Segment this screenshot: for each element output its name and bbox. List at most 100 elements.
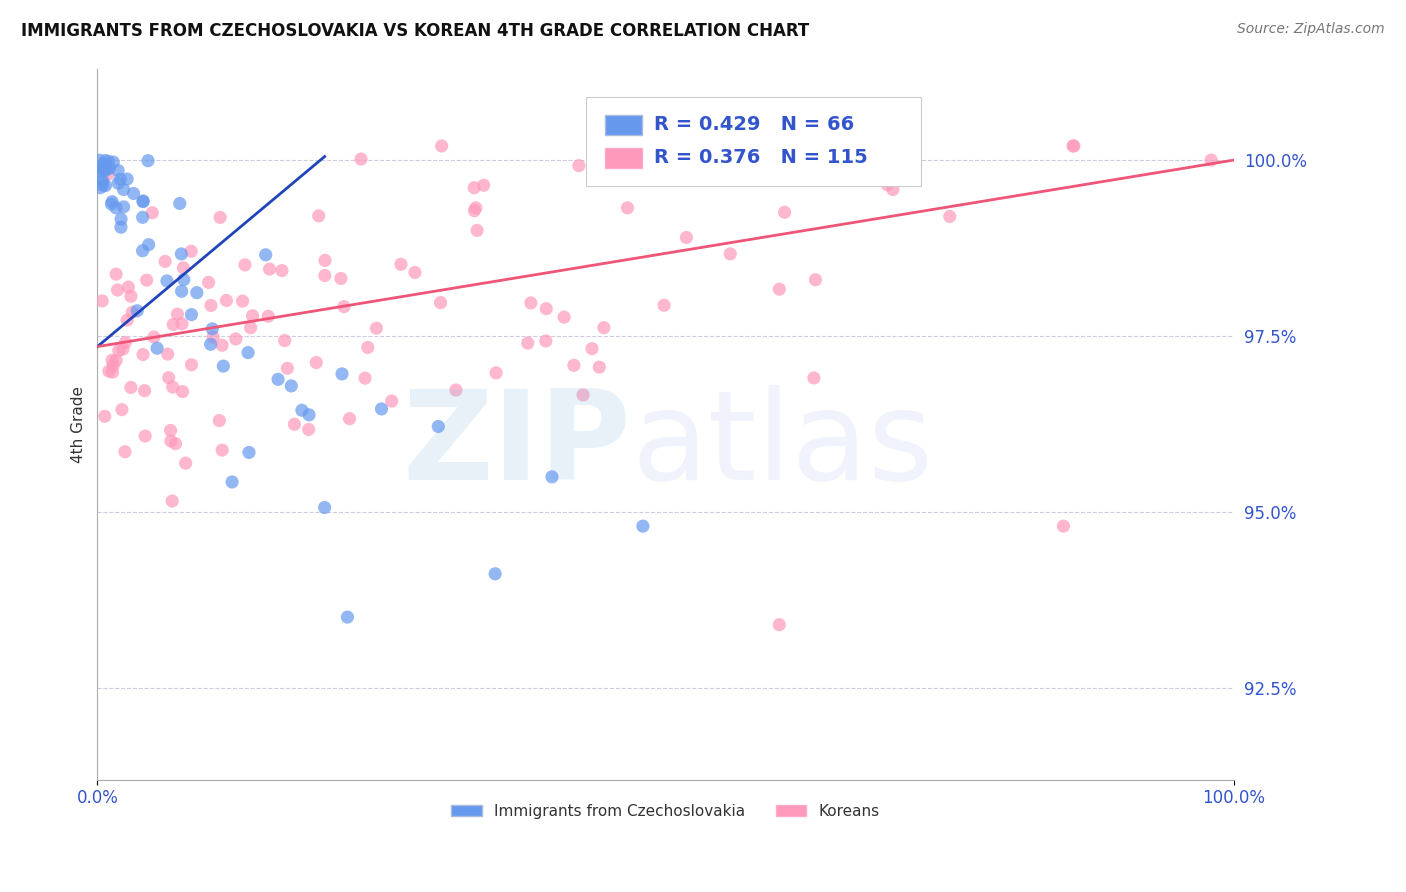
Y-axis label: 4th Grade: 4th Grade — [72, 385, 86, 463]
Point — [553, 310, 575, 325]
Point — [370, 401, 392, 416]
Point — [675, 230, 697, 244]
Point — [271, 263, 294, 277]
Point — [107, 343, 129, 358]
Point — [208, 413, 231, 427]
Point — [153, 254, 176, 268]
Text: ZIP: ZIP — [402, 384, 631, 506]
Point — [146, 341, 169, 355]
Point — [94, 178, 117, 193]
Point — [314, 268, 336, 283]
Point — [186, 285, 208, 300]
Point — [389, 257, 412, 271]
Point — [254, 248, 277, 262]
Point — [211, 338, 233, 352]
Point — [107, 163, 129, 178]
Point — [110, 220, 132, 235]
Point — [97, 364, 120, 378]
Point — [90, 165, 112, 179]
Point — [616, 201, 638, 215]
Legend: Immigrants from Czechoslovakia, Koreans: Immigrants from Czechoslovakia, Koreans — [446, 798, 886, 825]
Point — [114, 444, 136, 458]
Text: IMMIGRANTS FROM CZECHOSLOVAKIA VS KOREAN 4TH GRADE CORRELATION CHART: IMMIGRANTS FROM CZECHOSLOVAKIA VS KOREAN… — [21, 22, 810, 40]
Point — [238, 445, 260, 459]
Point — [159, 424, 181, 438]
Point — [122, 186, 145, 201]
Point — [112, 200, 135, 214]
Point — [94, 409, 117, 424]
Point — [516, 336, 538, 351]
Point — [583, 139, 606, 153]
Point — [336, 610, 359, 624]
Text: Source: ZipAtlas.com: Source: ZipAtlas.com — [1237, 22, 1385, 37]
Point — [103, 359, 125, 373]
Point — [172, 384, 194, 399]
Point — [1063, 139, 1085, 153]
Text: R = 0.429   N = 66: R = 0.429 N = 66 — [654, 115, 855, 134]
Point — [173, 272, 195, 286]
Point — [354, 371, 377, 385]
Point — [156, 274, 179, 288]
Point — [242, 309, 264, 323]
Point — [236, 345, 259, 359]
Point — [534, 334, 557, 348]
Point — [107, 283, 129, 297]
Point — [138, 237, 160, 252]
Point — [174, 456, 197, 470]
Text: R = 0.376   N = 115: R = 0.376 N = 115 — [654, 148, 868, 167]
Point — [91, 161, 114, 176]
Point — [98, 161, 121, 176]
Point — [631, 519, 654, 533]
Point — [202, 330, 225, 344]
Point — [825, 160, 848, 174]
Point — [485, 366, 508, 380]
Point — [132, 194, 155, 208]
Point — [94, 158, 117, 172]
Point — [91, 293, 114, 308]
Point — [211, 443, 233, 458]
Point — [283, 417, 305, 432]
Point — [93, 157, 115, 171]
Point — [581, 342, 603, 356]
Point — [1062, 139, 1084, 153]
Point — [94, 153, 117, 168]
Point — [112, 182, 135, 196]
Point — [314, 253, 336, 268]
Point — [768, 282, 790, 296]
Point — [472, 178, 495, 193]
Bar — [606, 115, 641, 135]
Point — [430, 139, 453, 153]
Point — [827, 170, 849, 185]
Point — [160, 434, 183, 448]
Point — [339, 411, 361, 425]
Point — [110, 212, 132, 227]
Point — [225, 332, 247, 346]
Point — [165, 436, 187, 450]
Point — [134, 429, 156, 443]
Point — [110, 172, 132, 186]
Point — [464, 201, 486, 215]
Point — [465, 223, 488, 237]
Point — [463, 203, 485, 218]
Bar — [606, 148, 641, 168]
Point — [101, 365, 124, 379]
Point — [257, 310, 280, 324]
Point — [127, 303, 149, 318]
Point — [172, 260, 194, 275]
Point — [291, 403, 314, 417]
Point — [280, 379, 302, 393]
Point — [105, 267, 128, 281]
Point — [534, 301, 557, 316]
Text: atlas: atlas — [631, 384, 934, 506]
Point — [444, 383, 467, 397]
Point — [105, 201, 128, 215]
Point — [329, 271, 352, 285]
Point — [115, 172, 138, 186]
Point — [562, 359, 585, 373]
Point — [91, 173, 114, 187]
Point — [170, 317, 193, 331]
Point — [103, 155, 125, 169]
Point — [233, 258, 256, 272]
Point — [221, 475, 243, 489]
Point — [568, 159, 591, 173]
